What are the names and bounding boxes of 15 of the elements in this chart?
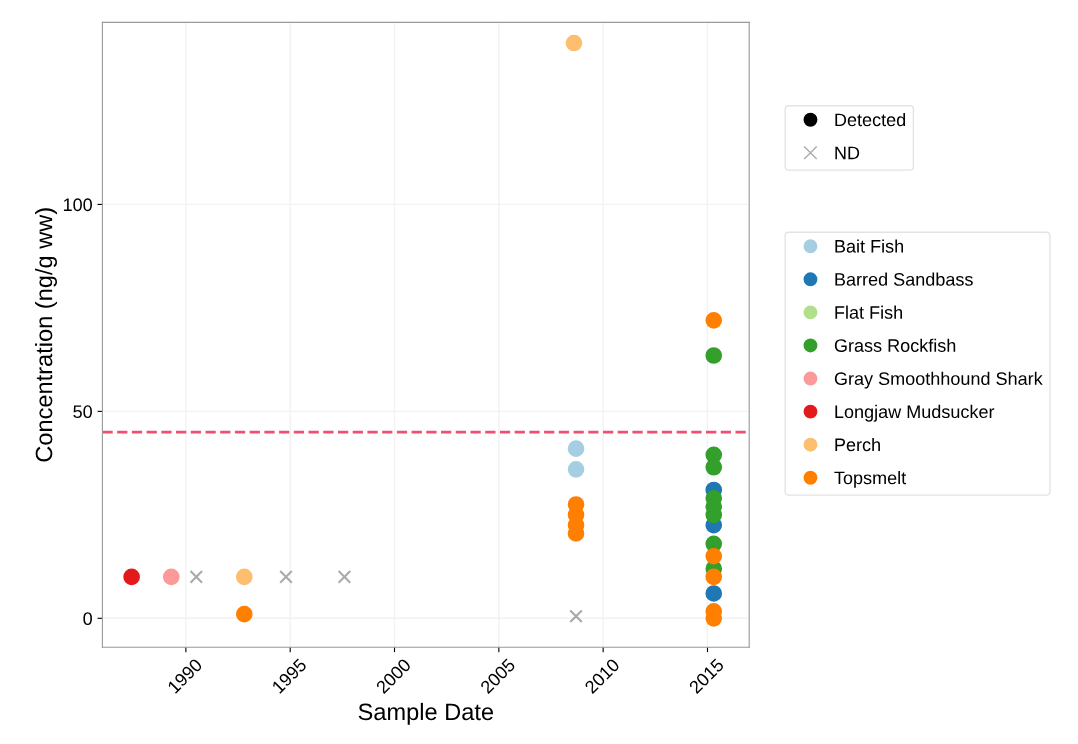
legend-label: Bait Fish	[835, 239, 903, 253]
y-tick-label: 100	[63, 198, 92, 212]
legend-label: Detected	[835, 112, 906, 127]
x-axis-title: Sample Date	[358, 702, 494, 725]
y-axis-title: Concentration (ng/g ww)	[35, 208, 58, 462]
legend-label: Flat Fish	[835, 305, 902, 319]
legend-label: ND	[835, 146, 860, 160]
legend-label: Barred Sandbass	[835, 272, 973, 286]
legend-label: Longjaw Mudsucker	[835, 404, 995, 422]
legend-label: Grass Rockfish	[834, 338, 956, 352]
legend-label: Gray Smoothhound Shark	[834, 371, 1043, 389]
legend-label: Topsmelt	[834, 471, 907, 488]
y-tick-label: 50	[73, 405, 92, 419]
y-tick-label: 0	[83, 612, 92, 626]
legend-label: Perch	[835, 437, 880, 452]
